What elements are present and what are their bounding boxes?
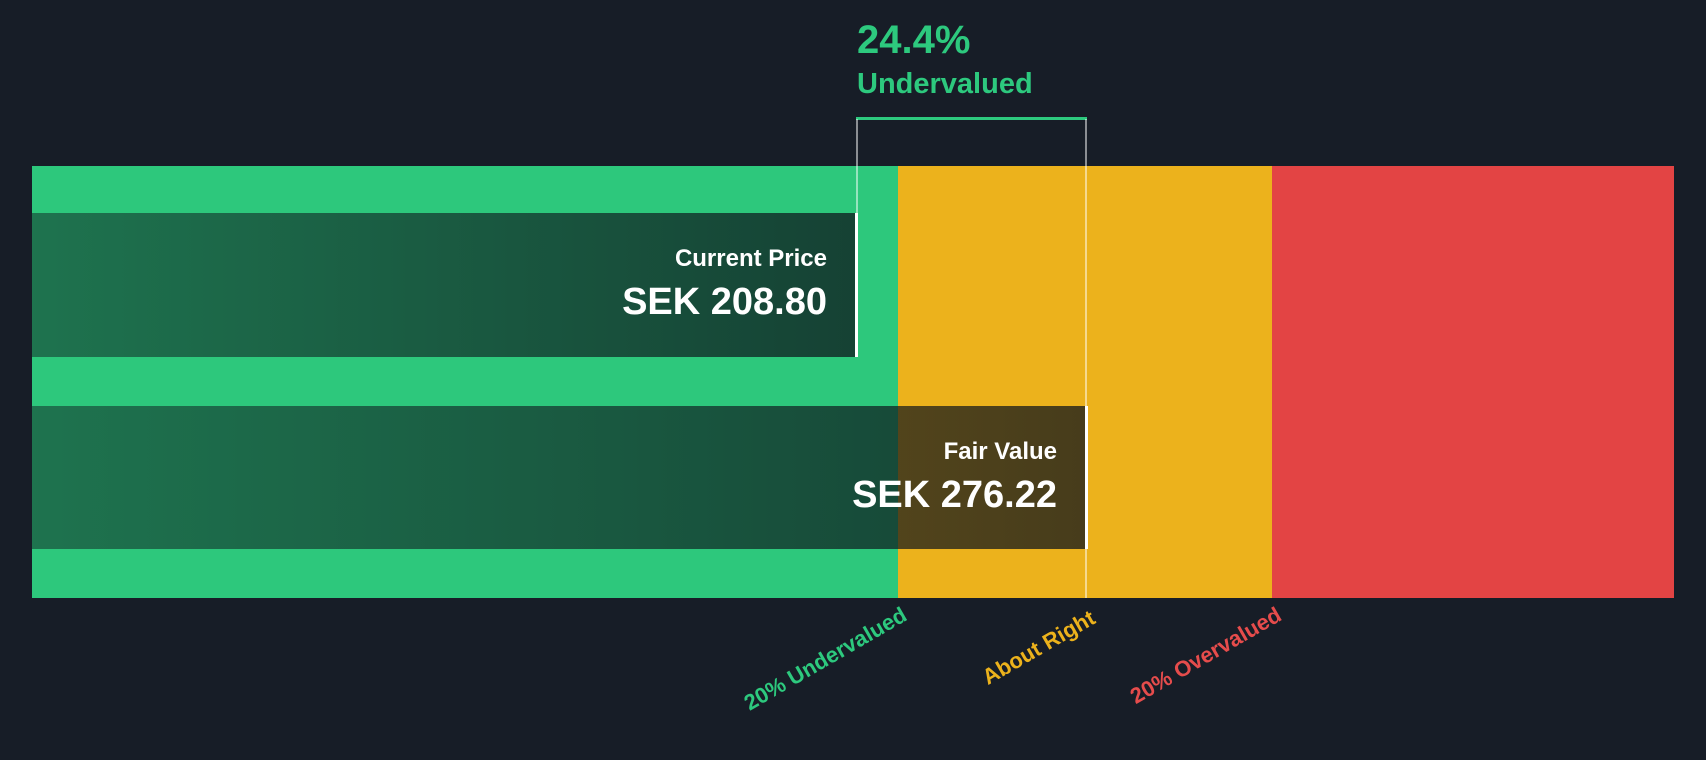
fair-value-box: Fair Value SEK 276.22 [32,406,1088,549]
axis-label-undervalued: 20% Undervalued [739,602,911,716]
discount-percent: 24.4% [857,18,971,62]
current-price-box: Current Price SEK 208.80 [32,213,858,357]
current-price-marker-line [856,119,858,214]
current-price-value: SEK 208.80 [622,281,827,324]
fair-value-label: Fair Value [943,437,1057,465]
discount-bracket-line [856,117,1087,120]
discount-direction-label: Undervalued [857,68,1033,100]
axis-label-about-right: About Right [978,605,1100,690]
overvalued-zone [1272,166,1674,598]
discount-annotation: 24.4% Undervalued [857,18,1033,102]
fair-value-value: SEK 276.22 [852,473,1057,516]
axis-label-overvalued: 20% Overvalued [1125,602,1286,709]
fair-value-marker-line [1085,119,1087,598]
current-price-label: Current Price [674,245,827,273]
